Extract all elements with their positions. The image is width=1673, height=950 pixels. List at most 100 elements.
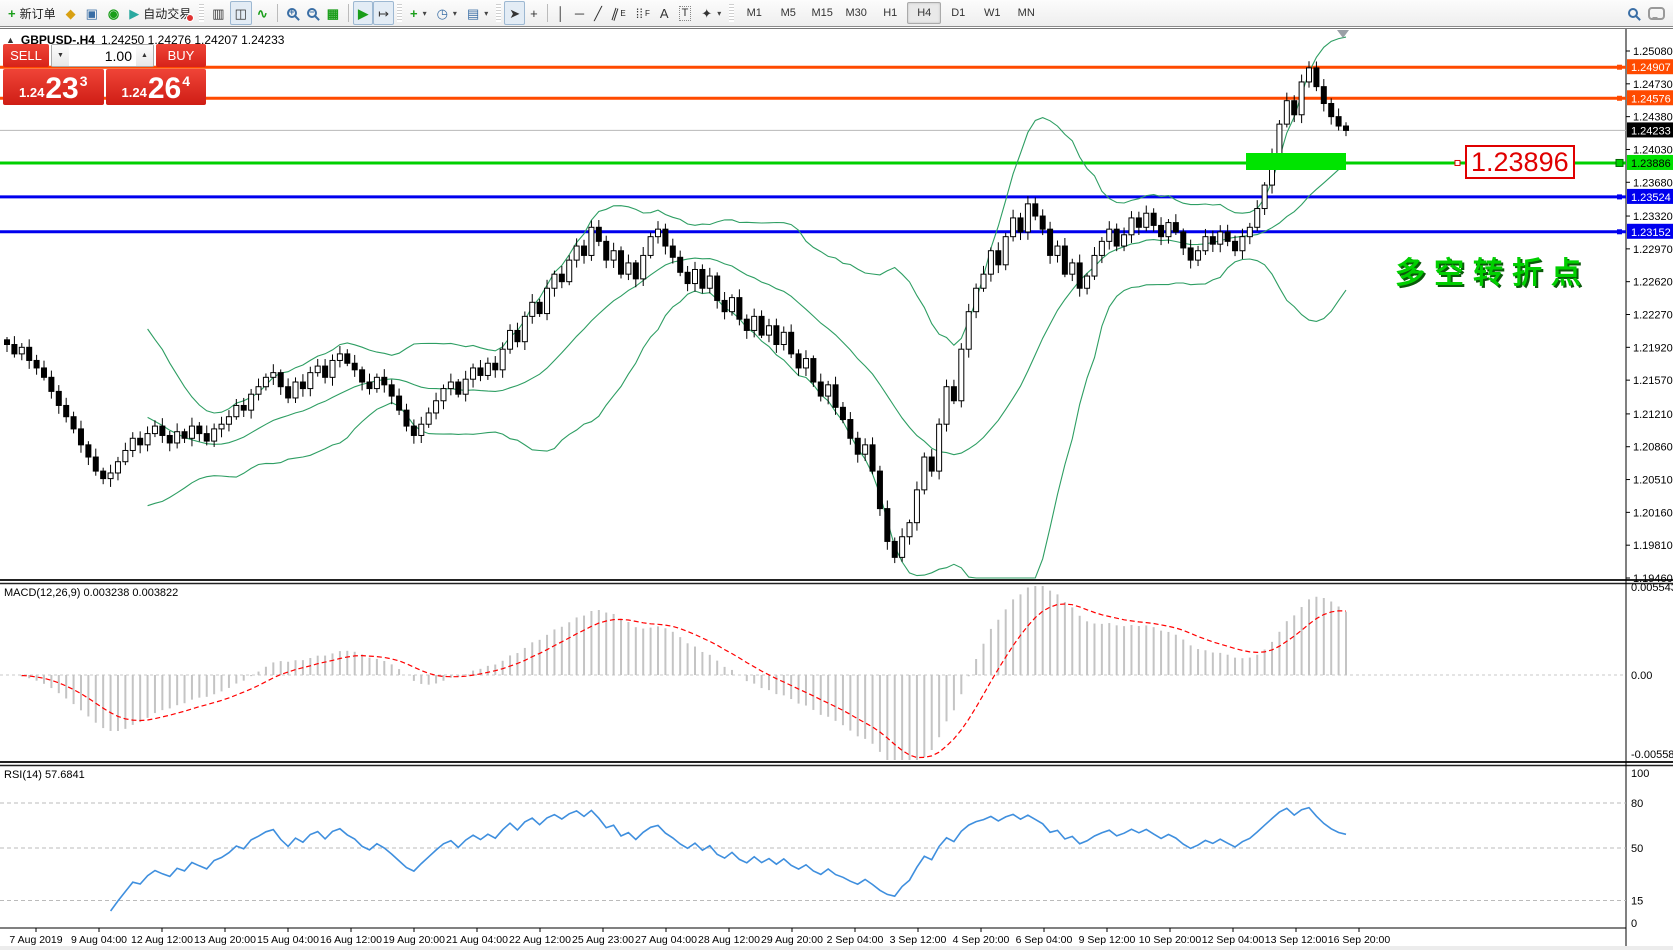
chevron-down-icon[interactable]: ▾ [452, 8, 457, 18]
timeframe-m30-button[interactable]: M30 [845, 7, 867, 19]
channel-button-subscript: E [620, 8, 626, 18]
collapse-ohlc-icon[interactable]: ▲ [6, 35, 15, 45]
timeframe-w1-button[interactable]: W1 [983, 7, 1001, 19]
chevron-down-icon[interactable]: ▾ [422, 8, 427, 18]
volume-increase-button[interactable]: ▲ [136, 45, 153, 66]
time-axis-label: 13 Aug 20:00 [194, 934, 256, 946]
price-tick-label: 1.22970 [1633, 244, 1673, 256]
tile-windows-button[interactable]: ▦ [322, 1, 344, 25]
zoom-out-button[interactable]: − [302, 1, 322, 25]
price-tick-label: 1.21570 [1633, 375, 1673, 387]
line-chart-icon: ∿ [256, 5, 268, 21]
time-axis-label: 19 Aug 20:00 [383, 934, 445, 946]
arrows-icon: ✦ [701, 5, 713, 21]
time-axis-label: 21 Aug 04:00 [446, 934, 508, 946]
candlestick-series [4, 61, 1349, 564]
green-zone-rectangle[interactable] [1246, 153, 1346, 170]
time-axis-label: 28 Aug 12:00 [698, 934, 760, 946]
community-window-icon: ▣ [85, 5, 98, 21]
sell-price-big: 23 [45, 72, 79, 105]
new-order-button-label: 新订单 [19, 6, 56, 21]
time-axis-label: 4 Sep 20:00 [953, 934, 1010, 946]
auto-scroll-button[interactable]: ▶ [353, 1, 374, 25]
time-axis-label: 2 Sep 04:00 [827, 934, 884, 946]
periods-button[interactable]: ◷ ▾ [432, 1, 462, 25]
sell-price-prefix: 1.24 [19, 85, 45, 100]
community-window-button[interactable]: ▣ [81, 1, 103, 25]
zoom-in-button[interactable]: + [282, 1, 302, 25]
search-icon[interactable] [1623, 1, 1643, 25]
bar-chart-button[interactable]: ▥ [207, 1, 229, 25]
timeframe-d1-button[interactable]: D1 [951, 7, 966, 19]
trendline-button[interactable]: ╱ [589, 1, 607, 25]
fibonacci-button[interactable]: ⁞⁞ F [631, 1, 655, 25]
new-order-button[interactable]: + 新订单 [3, 1, 61, 25]
arrows-button[interactable]: ✦ ▾ [696, 1, 726, 25]
price-callout-box[interactable]: 1.23896 [1465, 145, 1575, 179]
sell-button[interactable]: SELL [3, 44, 49, 67]
label-button[interactable]: T [674, 1, 697, 25]
chart-shift-button[interactable]: ↦ [373, 1, 394, 25]
crosshair-icon: + [530, 5, 538, 21]
volume-input[interactable] [69, 45, 136, 66]
timeframe-h1-button[interactable]: H1 [883, 7, 898, 19]
chevron-down-icon[interactable]: ▾ [717, 8, 722, 18]
text-icon: A [659, 5, 669, 21]
price-badge-1.23524: 1.23524 [1631, 192, 1671, 204]
time-axis-label: 12 Aug 12:00 [131, 934, 193, 946]
toolbar-grip [396, 4, 402, 22]
trendline-icon: ╱ [594, 5, 602, 21]
timeframe-m5-button[interactable]: M5 [780, 7, 796, 19]
timeframe-m1-button[interactable]: M1 [746, 7, 762, 19]
macd-indicator-label: MACD(12,26,9) 0.003238 0.003822 [4, 587, 179, 599]
line-chart-button[interactable]: ∿ [252, 1, 273, 25]
toolbar-grip [729, 4, 735, 22]
crosshair-button[interactable]: + [525, 1, 543, 25]
price-tick-label: 1.22620 [1633, 277, 1673, 289]
buy-price-display[interactable]: 1.24 26 4 [105, 69, 206, 105]
toolbar-separator [348, 4, 350, 22]
chat-icon[interactable] [1643, 1, 1670, 25]
price-tick-label: 1.21920 [1633, 342, 1673, 354]
buy-price-pip: 4 [182, 73, 190, 89]
time-axis-label: 27 Aug 04:00 [635, 934, 697, 946]
market-watch-button[interactable]: ◆ [61, 1, 81, 25]
news-signal-button[interactable]: ◉ [103, 1, 124, 25]
chevron-down-icon[interactable]: ▾ [484, 8, 489, 18]
vline-button[interactable]: │ [552, 1, 570, 25]
scroll-to-end-marker [1337, 30, 1349, 38]
templates-button[interactable]: ▤ ▾ [462, 1, 493, 25]
auto-trading-button[interactable]: ▶ 自动交易 [124, 1, 196, 25]
indicators-icon: + [409, 5, 418, 21]
indicators-button[interactable]: + ▾ [405, 1, 432, 25]
one-click-trading-panel: SELL ▼ ▲ BUY 1.24 23 3 1.24 26 4 [3, 44, 206, 105]
cursor-button[interactable]: ➤ [504, 1, 526, 25]
timeframe-h4-button[interactable]: H4 [907, 2, 942, 24]
time-axis-label: 3 Sep 12:00 [890, 934, 947, 946]
fibonacci-icon: ⁞⁞ [635, 5, 643, 21]
hline-button[interactable]: ─ [570, 1, 589, 25]
chart-shift-icon: ↦ [378, 5, 389, 21]
toolbar-separator [546, 4, 548, 22]
text-button[interactable]: A [655, 1, 674, 25]
macd-signal-line [21, 603, 1347, 759]
timeframe-mn-button[interactable]: MN [1017, 7, 1035, 19]
chart-canvas: 1.250801.247301.243801.240301.236801.233… [0, 28, 1673, 946]
candle-chart-icon: ◫ [234, 5, 247, 21]
volume-stepper: ▼ ▲ [51, 44, 154, 67]
price-tick-label: 1.23320 [1633, 211, 1673, 223]
price-badge-1.24233: 1.24233 [1631, 125, 1671, 137]
rsi-indicator-label: RSI(14) 57.6841 [4, 769, 85, 781]
search-icon-icon [1628, 8, 1638, 18]
candle-chart-button[interactable]: ◫ [229, 1, 252, 25]
turning-point-annotation[interactable]: 多空转折点 [1395, 257, 1590, 290]
timeframe-m15-button[interactable]: M15 [811, 7, 833, 19]
time-axis-label: 6 Sep 04:00 [1016, 934, 1073, 946]
sell-price-display[interactable]: 1.24 23 3 [3, 69, 104, 105]
volume-decrease-button[interactable]: ▼ [52, 45, 69, 66]
buy-button[interactable]: BUY [156, 44, 206, 67]
channel-button[interactable]: ∥ E [607, 1, 631, 25]
rsi-line [109, 806, 1347, 912]
buy-price-big: 26 [147, 72, 182, 105]
